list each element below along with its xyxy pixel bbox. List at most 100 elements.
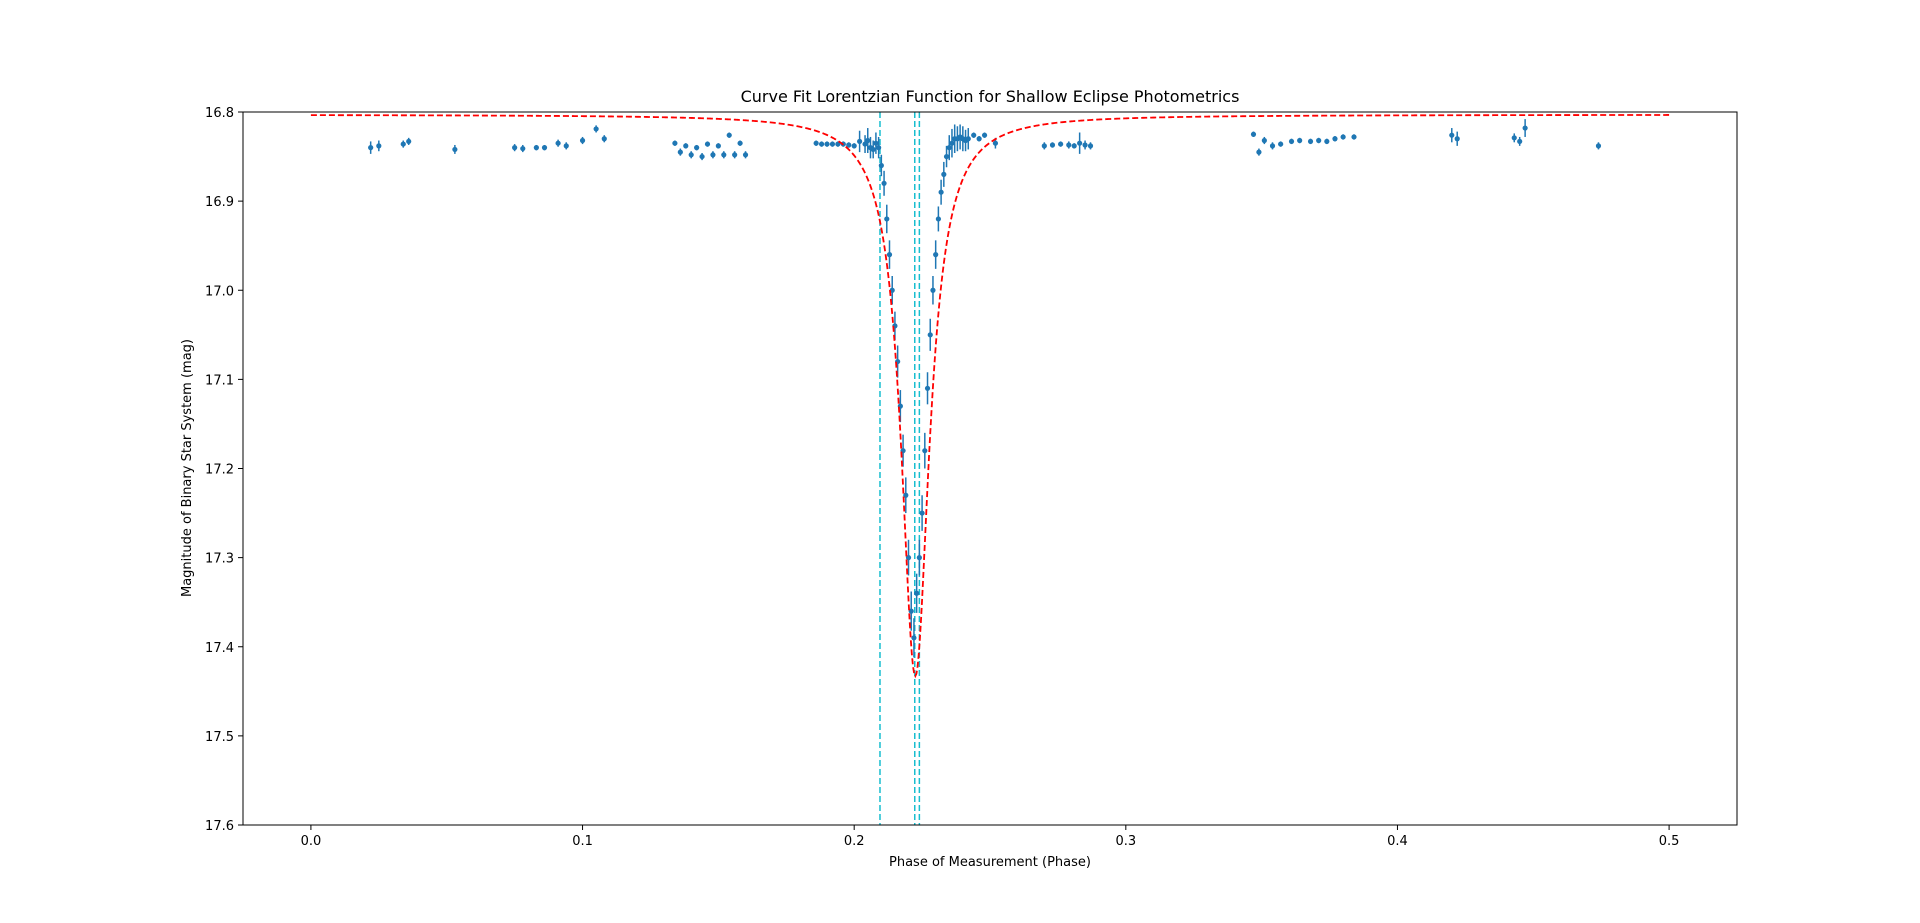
data-point-marker [683,143,689,149]
data-point [1522,119,1528,137]
data-point-marker [1087,143,1094,149]
data-point-marker [992,140,999,146]
data-point-marker [677,149,683,155]
data-point-marker [857,138,863,145]
data-point [1307,138,1314,145]
x-tick-label: 0.1 [572,834,593,849]
data-point [1324,138,1330,145]
data-point-marker [903,492,909,498]
data-point [579,136,586,145]
data-point [677,148,683,156]
data-point [914,573,920,613]
data-point [742,151,749,159]
y-tick-label: 16.9 [205,195,234,210]
data-point-marker [1077,140,1083,146]
data-point [1297,137,1303,144]
data-point-marker [1269,143,1276,149]
data-point [1449,128,1455,143]
data-point [1049,142,1056,148]
data-point-marker [865,137,871,144]
data-point [726,132,732,138]
data-point-marker [721,152,727,158]
lorentzian-fit-line [310,114,1670,679]
x-axis: 0.0 0.1 0.2 0.3 0.4 0.5 [301,825,1680,849]
data-point [1269,142,1276,150]
x-tick-label: 0.5 [1659,834,1680,849]
data-point-marker [1058,141,1064,147]
data-point [593,125,599,133]
y-tick-label: 17.2 [205,463,234,478]
data-point-marker [400,141,406,147]
data-point-marker [916,555,922,561]
data-point-marker [1049,142,1056,148]
x-axis-label: Phase of Measurement (Phase) [889,855,1091,870]
data-point [884,204,890,234]
data-point [533,144,539,151]
data-point-marker [376,143,382,149]
data-point-marker [1307,138,1314,145]
data-point [694,144,700,151]
data-point [1077,132,1083,154]
data-point [1256,148,1262,156]
data-point [878,154,884,177]
data-point-marker [1340,134,1346,140]
data-point-marker [1517,138,1523,145]
data-point [886,240,893,269]
data-point-marker [1250,131,1257,137]
y-tick-label: 17.1 [205,373,234,388]
plot-area [310,112,1670,825]
data-point-marker [704,141,711,147]
data-point [1332,136,1338,142]
data-point-marker [824,141,830,147]
data-point-marker [1261,137,1267,144]
y-tick-label: 16.8 [205,106,234,121]
data-point-marker [715,143,721,149]
data-point-marker [1351,134,1357,140]
data-point-marker [579,137,586,144]
data-point [1517,136,1523,146]
data-point [721,151,727,159]
y-axis: 16.8 16.9 17.0 17.1 17.2 17.3 17.4 17.5 17.6 [205,106,243,834]
data-point-marker [813,140,819,146]
data-point [555,139,561,147]
data-point-marker [873,140,879,146]
data-point-marker [881,180,887,186]
data-point [873,132,879,154]
data-point-marker [563,143,569,149]
data-point [857,130,863,153]
data-point [971,132,977,138]
data-point [933,240,939,269]
data-point-marker [818,141,825,147]
data-point [704,141,711,147]
data-point [1595,142,1602,150]
data-point-marker [1595,143,1602,149]
data-point-marker [919,510,925,516]
x-tick-label: 0.2 [844,834,865,849]
data-point [946,135,952,161]
data-point-marker [737,140,743,146]
data-point [930,275,936,305]
data-point-marker [870,146,876,153]
x-tick-label: 0.4 [1387,834,1408,849]
data-point-marker [1454,136,1460,142]
data-point-marker [512,145,518,151]
data-point [846,142,852,148]
data-point [541,144,548,151]
data-point [981,132,988,138]
data-point [1261,136,1267,145]
data-point-marker [1522,125,1528,131]
data-point [1250,131,1257,137]
data-point-marker [732,152,738,158]
data-point [824,141,830,147]
data-point [601,135,607,143]
data-point-marker [927,332,933,338]
x-tick-label: 0.3 [1115,834,1136,849]
data-point-marker [965,136,971,142]
data-point-marker [941,171,947,177]
data-point-marker [946,145,952,151]
data-point [1351,134,1357,140]
data-point [1511,133,1517,143]
data-point [452,144,458,154]
data-point-marker [694,145,700,151]
